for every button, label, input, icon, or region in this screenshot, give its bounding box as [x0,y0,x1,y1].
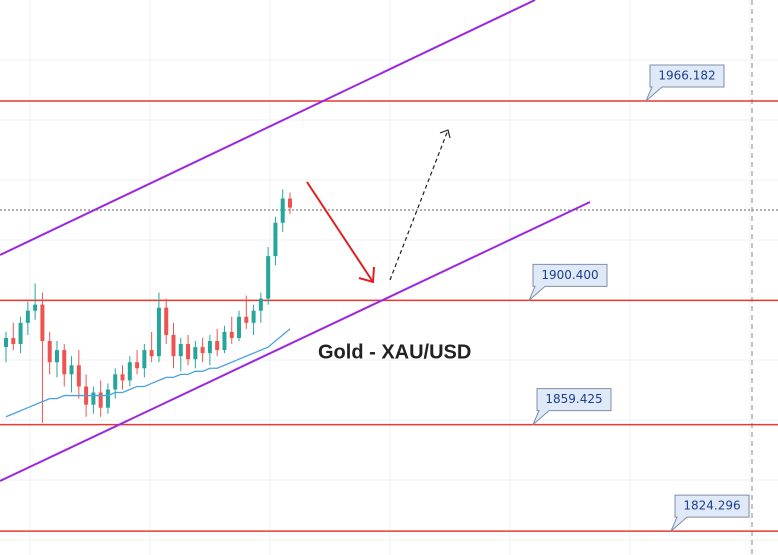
candle-body [4,337,8,348]
candle-body [244,316,249,323]
candle-body [11,337,16,345]
candle-body [280,198,285,223]
candle-body [200,347,205,354]
candle-body [113,374,118,390]
candle-body [69,365,74,375]
levels: 1966.182 1900.400 1859.425 1824.296 [0,64,778,532]
down-arrow [306,181,375,284]
candle-body [62,350,67,375]
candle-body [215,341,220,351]
candle-body [54,350,59,363]
chart-title: Gold - XAU/USD [318,341,471,363]
candle-body [105,389,110,408]
candle-body [273,222,278,257]
candle-body [142,350,147,369]
candle-body [288,198,292,208]
candle-body [40,304,45,342]
candle-body [186,344,191,360]
level-label: 1859.425 [545,392,602,406]
candles [4,189,292,423]
label-box [670,494,750,532]
candle-body [258,298,263,311]
candle-body [164,307,169,335]
moving-average [5,328,291,418]
channel-upper [0,0,536,256]
candle-body [156,307,161,357]
candle-body [193,347,198,360]
label-box [645,64,725,102]
level-label: 1966.182 [658,68,715,82]
candle-body [178,344,183,357]
candle-body [47,341,52,363]
level-label: 1900.400 [541,268,598,282]
channel-lower [0,201,591,482]
candle-body [25,310,30,323]
candle-body [251,310,256,323]
candle-body [76,365,81,387]
candle-body [237,316,242,338]
candle-body [127,362,132,381]
label-box [528,263,608,301]
candle-body [135,362,140,369]
up-arrow [389,129,451,281]
candle-body [149,350,154,357]
candle-body [207,341,212,354]
candle-body [266,256,271,299]
candle-body [229,331,234,338]
candle-body [120,374,125,381]
candle-body [222,331,227,351]
candle-body [91,392,96,405]
candle-body [171,334,176,357]
candle-body [33,304,38,311]
label-box [532,388,612,425]
candle-body [98,392,103,408]
level-label: 1824.296 [683,499,740,513]
candle-body [18,322,23,345]
